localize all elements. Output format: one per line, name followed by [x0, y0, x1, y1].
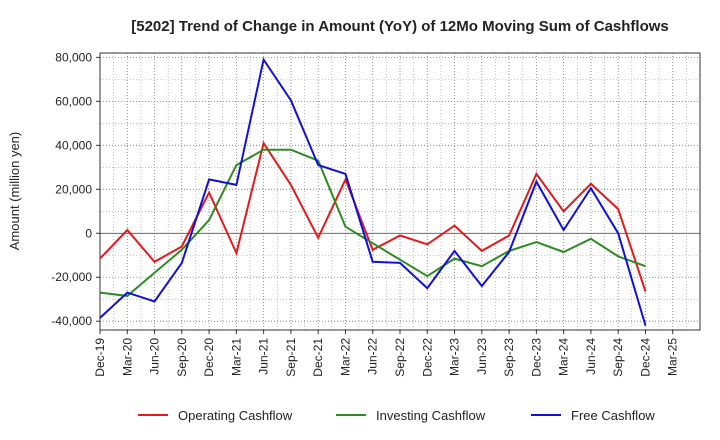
x-tick-label: Mar-20	[120, 338, 134, 376]
x-tick-label: Jun-24	[584, 338, 598, 375]
legend-label-investing-cashflow: Investing Cashflow	[376, 408, 486, 423]
series-line-operating-cashflow	[99, 140, 647, 292]
x-tick-label: Sep-20	[175, 338, 189, 377]
x-tick-label: Dec-19	[93, 338, 107, 377]
y-tick-label: -40,000	[51, 314, 92, 328]
x-tick-label: Dec-21	[311, 338, 325, 377]
x-tick-label: Sep-22	[393, 338, 407, 377]
legend-label-free-cashflow: Free Cashflow	[571, 408, 655, 423]
x-tick-label: Dec-24	[638, 338, 652, 377]
x-tick-label: Jun-21	[257, 338, 271, 375]
y-tick-label: 0	[85, 226, 92, 240]
series-layer	[99, 57, 647, 326]
x-tick-label: Mar-21	[229, 338, 243, 376]
x-tick-label: Sep-23	[502, 338, 516, 377]
y-tick-label: 20,000	[55, 182, 92, 196]
x-tick-label: Sep-24	[611, 338, 625, 377]
x-tick-labels: Dec-19 Mar-20 Jun-20 Sep-20 Dec-20 Mar-21 Jun-…	[93, 330, 680, 377]
x-tick-label: Mar-22	[338, 338, 352, 376]
x-tick-label: Dec-20	[202, 338, 216, 377]
x-tick-label: Mar-23	[448, 338, 462, 376]
y-tick-label: 40,000	[55, 138, 92, 152]
x-tick-label: Mar-25	[666, 338, 680, 376]
x-tick-label: Dec-23	[529, 338, 543, 377]
series-line-investing-cashflow	[99, 148, 646, 297]
legend-label-operating-cashflow: Operating Cashflow	[178, 408, 293, 423]
x-tick-label: Mar-24	[557, 338, 571, 376]
y-axis-label: Amount (million yen)	[7, 132, 22, 251]
y-tick-label: 60,000	[55, 94, 92, 108]
y-tick-labels: -40,000 -20,000 0 20,000 40,000 60,000 80,000	[51, 50, 100, 328]
legend: Operating Cashflow Investing Cashflow Free…	[138, 408, 655, 423]
x-tick-label: Jun-23	[475, 338, 489, 375]
chart-title: [5202] Trend of Change in Amount (YoY) o…	[131, 18, 669, 35]
y-tick-label: -20,000	[51, 270, 92, 284]
x-tick-label: Jun-20	[148, 338, 162, 375]
x-tick-label: Jun-22	[366, 338, 380, 375]
x-tick-label: Sep-21	[284, 338, 298, 377]
x-tick-label: Dec-22	[420, 338, 434, 377]
y-tick-label: 80,000	[55, 50, 92, 64]
series-line-free-cashflow	[99, 57, 647, 326]
